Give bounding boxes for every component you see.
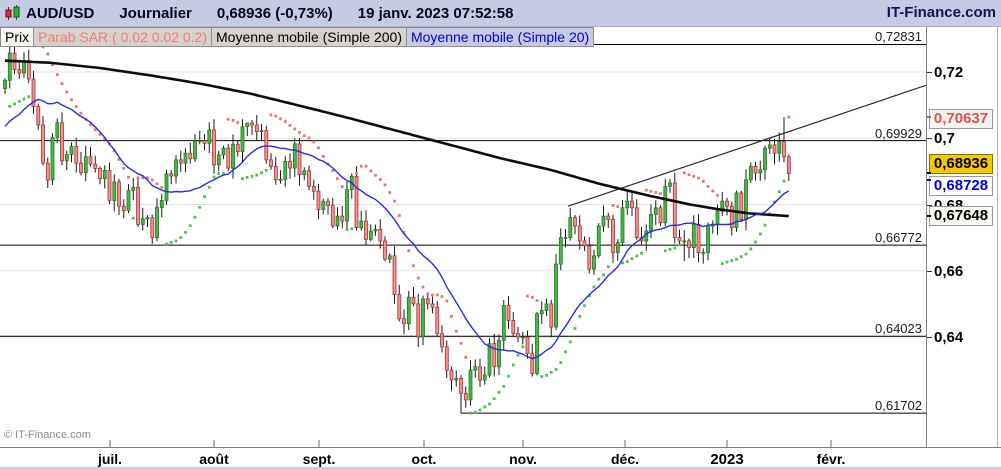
price-tick-mark xyxy=(927,72,932,73)
tab-parabolic-sar[interactable]: Parab SAR ( 0.02 0.02 0.2) xyxy=(33,27,212,47)
level-label: 0,69929 xyxy=(875,125,922,141)
sar-dots xyxy=(8,40,791,415)
price-axis[interactable]: 0,72 0,7 0,68 0,66 0,64 0,70637 0,68936 0,6872… xyxy=(926,27,1001,447)
last-price-marker: 0,68936 xyxy=(929,154,993,174)
sar-value-marker: 0,70637 xyxy=(929,109,993,129)
price-tick-label: 0,64 xyxy=(934,329,964,346)
month-label: déc. xyxy=(610,451,640,467)
sma200-line xyxy=(4,59,789,218)
sma200-value-marker-tick xyxy=(927,215,931,218)
watermark: © IT-Finance.com xyxy=(4,429,91,441)
month-label: juil. xyxy=(97,451,123,467)
price-tick-mark xyxy=(927,204,932,206)
brand-label: IT-Finance.com xyxy=(886,4,996,21)
tab-sma-20[interactable]: Moyenne mobile (Simple 20) xyxy=(405,27,595,47)
timeframe-label: Journalier xyxy=(119,4,192,22)
month-label: août xyxy=(199,451,229,467)
axis-right-edge xyxy=(997,27,998,447)
symbol-label: AUD/USD xyxy=(26,4,95,22)
sma20-line xyxy=(4,98,790,360)
price-tick-label: 0,66 xyxy=(934,262,964,280)
level-label: 0,72831 xyxy=(875,29,922,45)
sma20-value-marker-tick xyxy=(927,179,931,182)
level-label: 0,61702 xyxy=(875,398,922,414)
level-label: 0,66772 xyxy=(875,230,922,246)
month-label: nov. xyxy=(509,451,537,467)
candles xyxy=(3,42,791,414)
indicator-tabs: Prix Parab SAR ( 0.02 0.02 0.2) Moyenne … xyxy=(0,27,595,47)
price-tick-label: 0,7 xyxy=(934,130,955,148)
sma200-value-marker: 0,67648 xyxy=(929,206,993,226)
chart-plot-area[interactable]: 0,72831 0,69929 0,66772 0,64023 0,61702 © IT… xyxy=(0,27,926,447)
price-tick-label: 0,72 xyxy=(934,64,964,81)
candlestick-chart-icon xyxy=(4,4,22,22)
trendline xyxy=(567,84,926,207)
time-axis[interactable]: juil. août sept. oct. nov. déc. 2023 févr. xyxy=(0,447,1001,469)
price-chart-canvas[interactable] xyxy=(0,27,926,447)
sar-value-marker-tick xyxy=(927,116,931,119)
tab-sma-200[interactable]: Moyenne mobile (Simple 200) xyxy=(211,27,407,47)
last-price-marker-tick xyxy=(927,172,931,175)
window-bottom-edge xyxy=(0,467,1001,469)
month-label: sept. xyxy=(302,451,336,467)
price-tick-mark xyxy=(927,337,932,338)
datetime-label: 19 janv. 2023 07:52:58 xyxy=(357,4,514,22)
price-change-label: 0,68936 (-0,73%) xyxy=(216,4,333,22)
sma20-value-marker: 0,68728 xyxy=(929,176,993,196)
level-label: 0,64023 xyxy=(875,321,922,337)
title-bar: AUD/USD Journalier 0,68936 (-0,73%) 19 j… xyxy=(0,0,1001,27)
month-label: oct. xyxy=(411,451,437,467)
tab-price[interactable]: Prix xyxy=(0,27,35,47)
price-tick-mark xyxy=(927,270,932,272)
price-tick-mark xyxy=(927,138,932,140)
month-label: févr. xyxy=(816,451,846,467)
month-label: 2023 xyxy=(710,451,744,468)
